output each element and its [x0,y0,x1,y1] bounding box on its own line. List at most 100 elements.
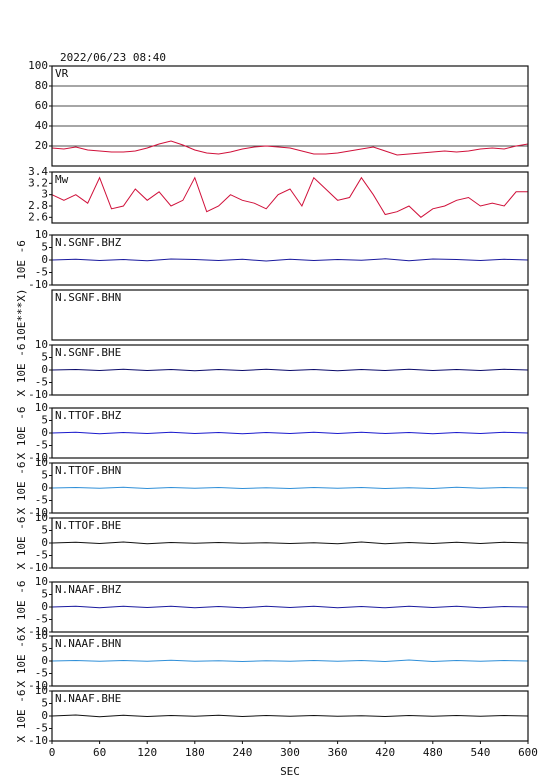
y-tick-label: -5 [35,667,48,680]
y-tick-label: -5 [35,494,48,507]
y-axis-label: X 10E -6 [15,344,28,397]
y-tick-label: -5 [35,266,48,279]
y-tick-label: 5 [41,414,48,427]
y-tick-label: 5 [41,642,48,655]
y-tick-label: 10 [35,401,48,414]
panel-frame [51,462,529,514]
y-tick-label: -10 [28,625,48,638]
panel-label: N.SGNF.BHE [55,346,121,359]
panel-label: VR [55,67,69,80]
panel-frame [51,289,529,341]
panel-frame [51,581,529,633]
y-tick-label: -10 [28,679,48,692]
y-axis-label: X 10E -6 [15,407,28,460]
y-tick-label: -5 [35,613,48,626]
panel-label: N.SGNF.BHZ [55,236,122,249]
y-tick-label: -10 [28,388,48,401]
y-tick-label: 5 [41,241,48,254]
x-tick-label: 420 [375,746,395,759]
x-tick-label: 180 [185,746,205,759]
y-axis-label: X 10E -6 [15,462,28,515]
y-tick-label: 5 [41,697,48,710]
y-tick-label: 10 [35,575,48,588]
y-tick-label: -10 [28,734,48,747]
data-line [51,176,528,218]
y-axis-label: 10E***X) [15,289,28,342]
data-line [51,605,529,609]
y-axis-label: X 10E -6 [15,690,28,743]
y-tick-label: 0 [41,709,48,722]
y-tick-label: -5 [35,439,48,452]
y-tick-label: -10 [28,561,48,574]
y-tick-label: 0 [41,481,48,494]
panel-frame [51,234,529,286]
y-tick-label: -10 [28,506,48,519]
panel-frame [51,407,529,459]
y-tick-label: 0 [41,536,48,549]
y-tick-label: 20 [35,139,48,152]
y-tick-label: 10 [35,511,48,524]
y-tick-label: 0 [41,600,48,613]
y-tick-label: 5 [41,524,48,537]
y-tick-label: 10 [35,228,48,241]
x-tick-label: 240 [232,746,252,759]
y-axis-label: X 10E -6 [15,635,28,688]
chart-title: 2022/06/23 08:40 [60,51,166,64]
x-axis-label: SEC [280,765,300,778]
y-tick-label: -5 [35,376,48,389]
y-tick-label: 3.4 [28,165,48,178]
x-tick-label: 600 [518,746,538,759]
y-tick-label: 10 [35,338,48,351]
y-tick-label: 0 [41,253,48,266]
data-line [51,258,529,262]
panel-frame [51,65,529,167]
panel-frame [51,171,529,224]
panel-label: N.TTOF.BHZ [55,409,122,422]
panel-label: N.NAAF.BHZ [55,583,122,596]
y-tick-label: 5 [41,588,48,601]
y-tick-label: 3.2 [28,176,48,189]
y-tick-label: 5 [41,469,48,482]
panel-label: N.NAAF.BHN [55,637,121,650]
data-line [51,486,529,490]
data-line [51,431,529,435]
y-tick-label: 80 [35,79,48,92]
x-tick-label: 0 [49,746,56,759]
y-tick-label: 2.6 [28,210,48,223]
y-tick-label: -10 [28,278,48,291]
y-axis-label: 10E -6 [15,240,28,280]
data-line [51,714,529,718]
y-tick-label: -10 [28,451,48,464]
y-tick-label: 10 [35,629,48,642]
panel-label: Mw [55,173,69,186]
y-tick-label: 10 [35,684,48,697]
y-tick-label: 2.8 [28,199,48,212]
y-tick-label: 0 [41,654,48,667]
panel-frame [51,517,529,569]
y-axis-label: X 10E -6 [15,517,28,570]
panel-frame [51,635,529,687]
x-tick-label: 300 [280,746,300,759]
y-tick-label: 0 [41,363,48,376]
panel-label: N.TTOF.BHE [55,519,121,532]
y-tick-label: 10 [35,456,48,469]
x-tick-label: 60 [93,746,106,759]
y-tick-label: -5 [35,549,48,562]
data-line [51,368,529,372]
x-tick-label: 360 [328,746,348,759]
y-tick-label: 60 [35,99,48,112]
y-tick-label: -5 [35,722,48,735]
y-tick-label: 40 [35,119,48,132]
y-axis-label: X 10E -6 [15,581,28,634]
data-line [51,659,529,663]
x-tick-label: 480 [423,746,443,759]
y-tick-label: 3 [41,188,48,201]
data-line [51,140,529,156]
data-line [51,541,529,545]
panel-label: N.SGNF.BHN [55,291,121,304]
y-tick-label: 0 [41,426,48,439]
x-tick-label: 540 [470,746,490,759]
x-tick-label: 120 [137,746,157,759]
panel-label: N.TTOF.BHN [55,464,121,477]
